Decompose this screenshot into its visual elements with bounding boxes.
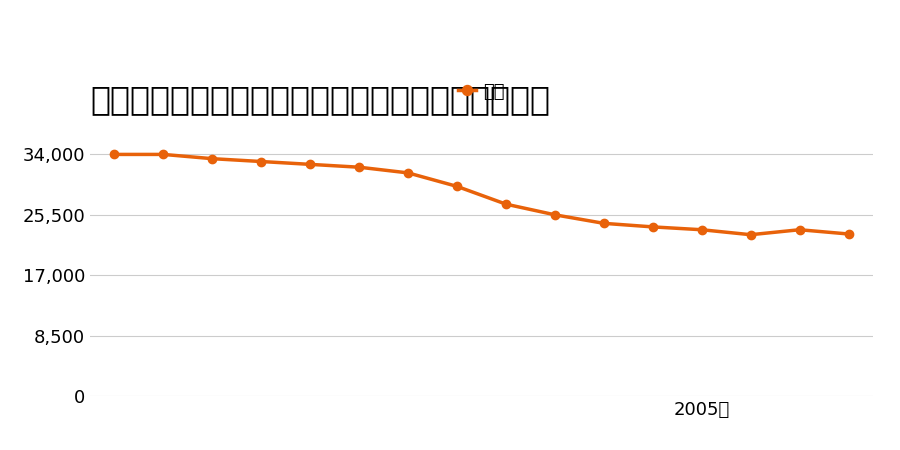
価格	[647, 224, 658, 230]
価格	[207, 156, 218, 162]
価格	[402, 170, 413, 176]
価格	[256, 159, 266, 164]
価格	[109, 152, 120, 157]
価格	[354, 165, 364, 170]
価格	[745, 232, 756, 238]
価格	[550, 212, 561, 217]
価格	[697, 227, 707, 233]
Line: 価格: 価格	[111, 150, 852, 239]
価格	[843, 231, 854, 237]
Legend: 価格: 価格	[451, 76, 512, 108]
価格	[500, 202, 511, 207]
価格	[598, 220, 609, 226]
価格	[305, 162, 316, 167]
価格	[158, 152, 169, 157]
Text: 青森県西津軽郡鰺ケ沢町大字田中町６番の地価推移: 青森県西津軽郡鰺ケ沢町大字田中町６番の地価推移	[90, 83, 550, 117]
価格	[452, 184, 463, 189]
価格	[794, 227, 805, 233]
